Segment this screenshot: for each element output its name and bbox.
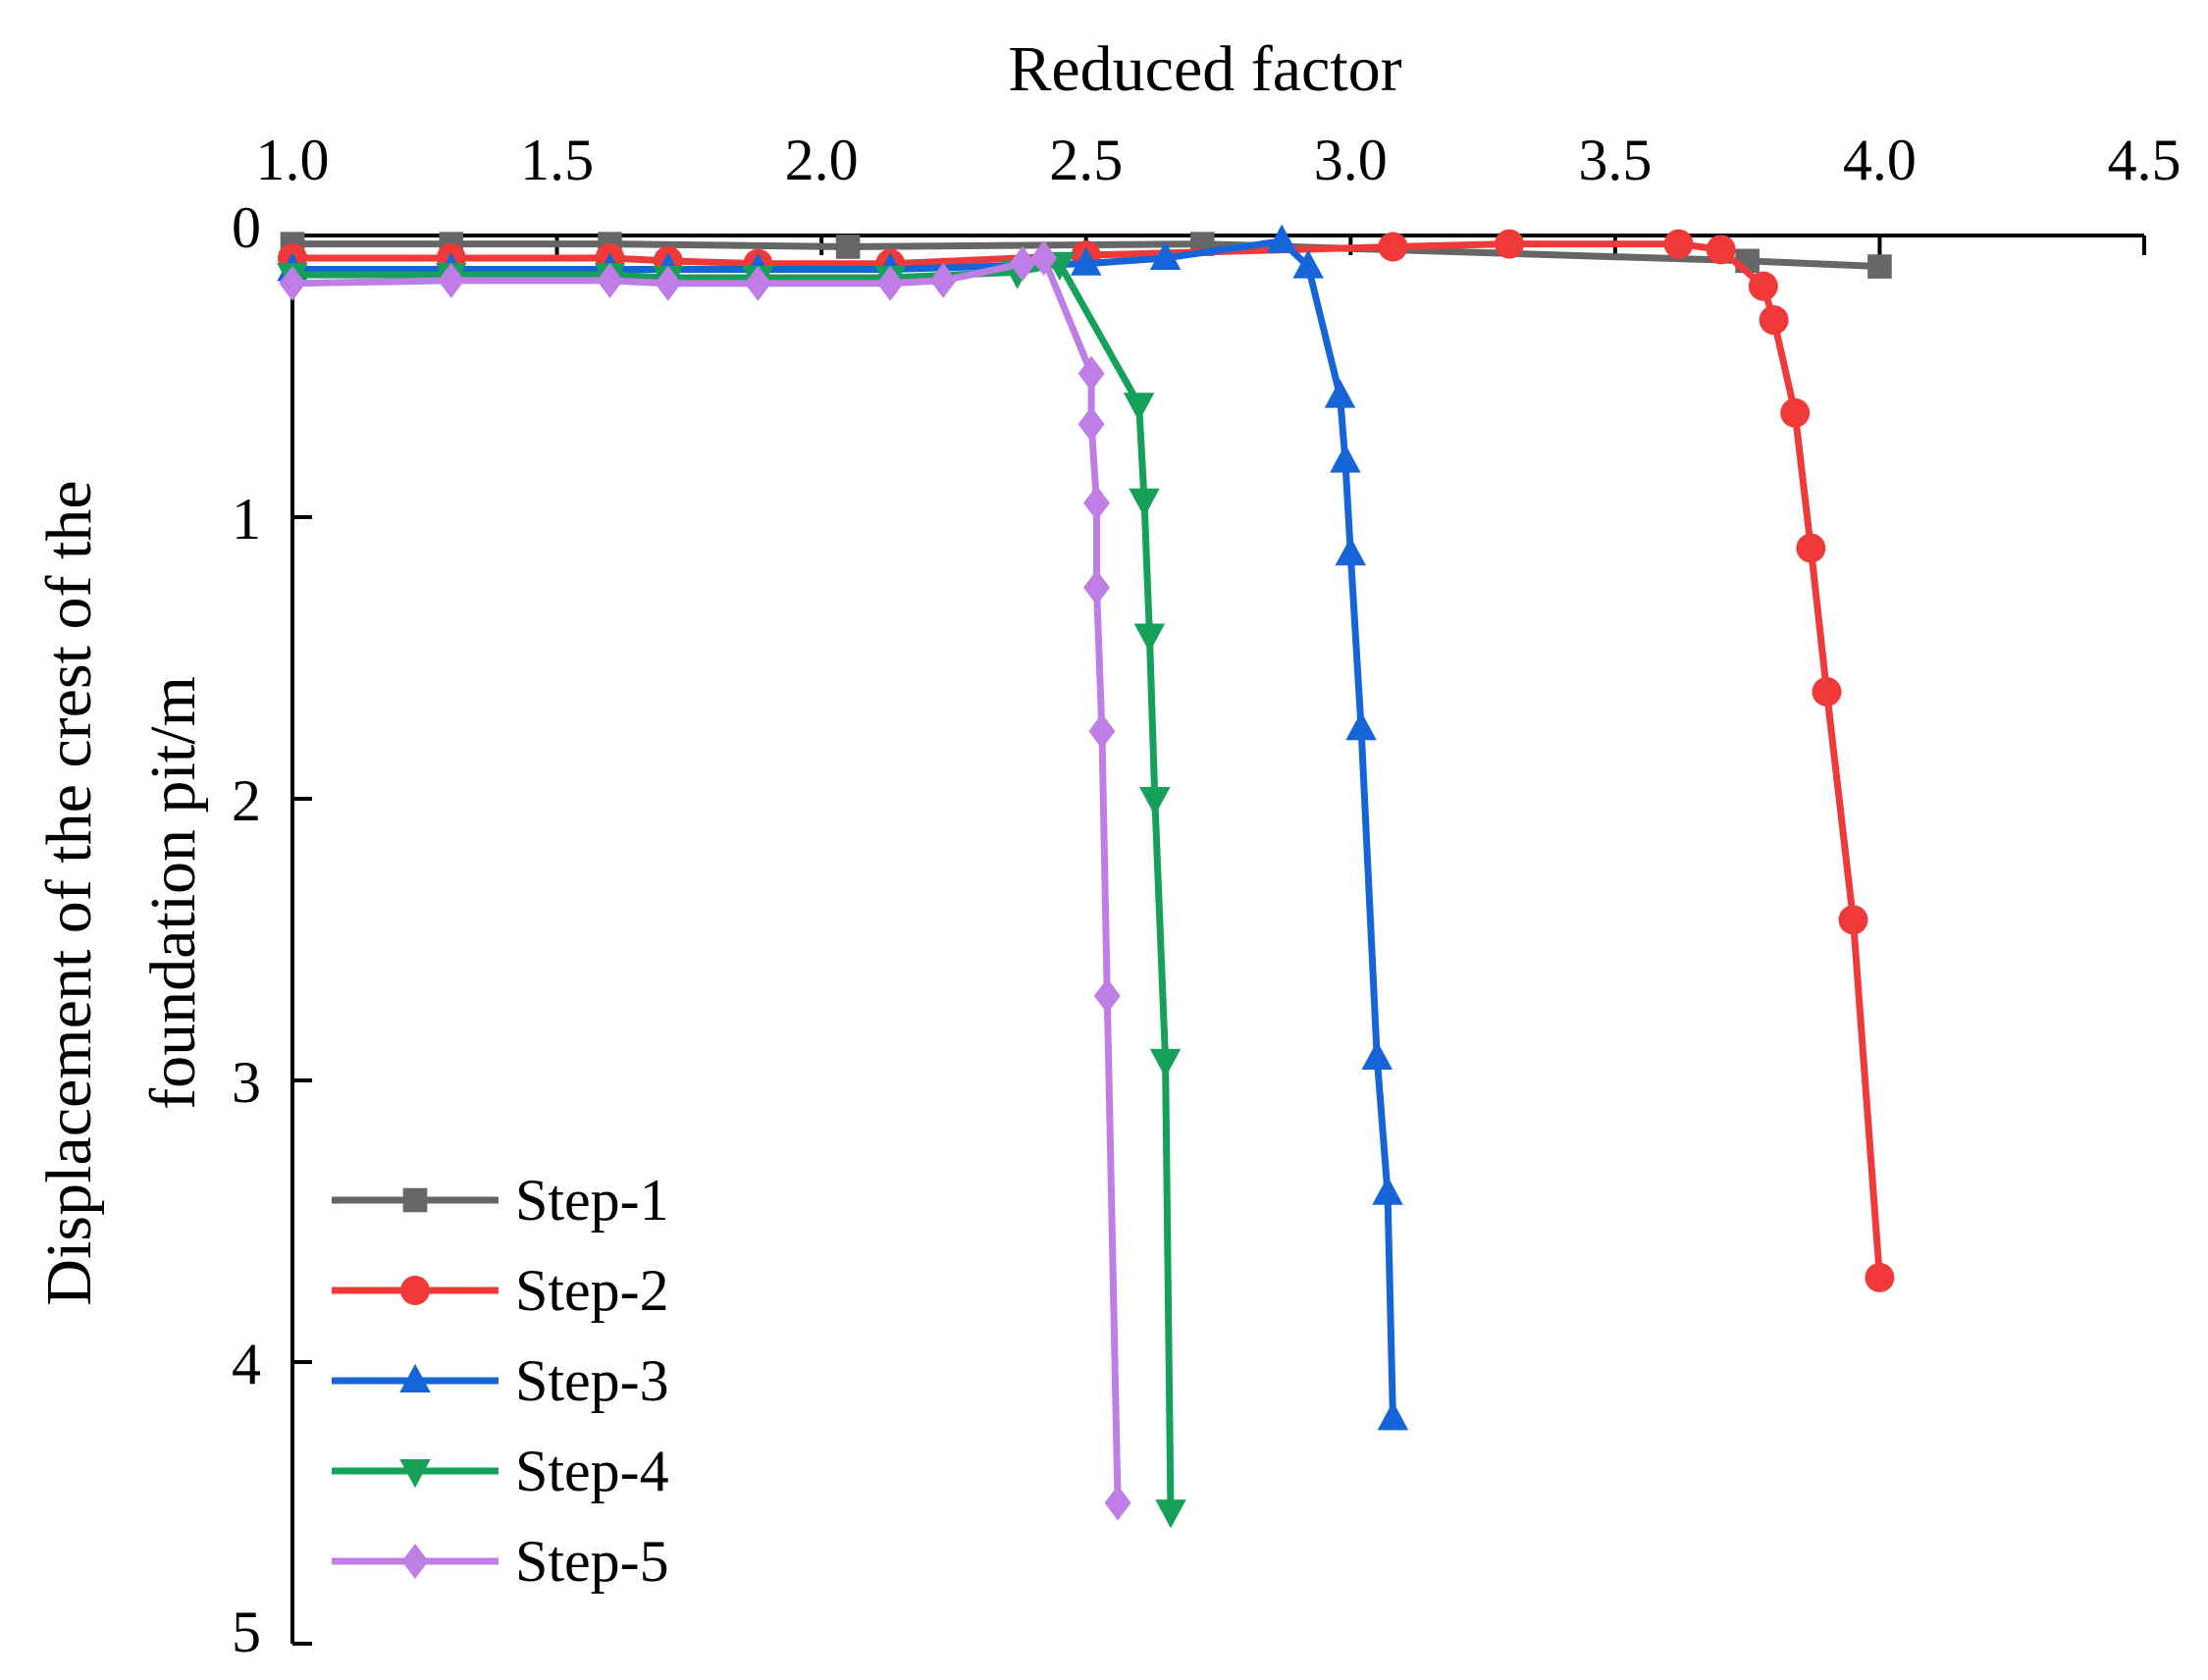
data-point <box>1748 271 1778 301</box>
data-point <box>835 235 861 259</box>
data-point <box>1780 397 1811 428</box>
data-point <box>929 262 957 298</box>
data-point <box>1324 379 1356 408</box>
axis-labels: 1.0 1.5 2.0 2.5 3.0 3.5 4.0 4.5 0 1 2 3 4 5 Reduced fa… <box>33 33 2182 1664</box>
y-tick-label: 1 <box>232 487 261 551</box>
data-point <box>1378 232 1408 262</box>
legend-label: Step-3 <box>515 1348 669 1413</box>
x-tick-label: 4.0 <box>1843 128 1917 192</box>
legend-marker <box>402 1187 428 1213</box>
data-point <box>1129 488 1160 518</box>
data-point <box>1377 1401 1409 1431</box>
data-point <box>438 262 465 298</box>
y-tick-label: 0 <box>232 195 261 260</box>
data-point <box>1838 905 1868 935</box>
data-point <box>1812 676 1842 707</box>
series-line <box>289 254 1122 1506</box>
data-point <box>1867 254 1892 279</box>
legend-item-step-3: Step-3 <box>332 1348 669 1413</box>
legend: Step-1 Step-2 Step-3 Step-4 Step-5 <box>332 1168 669 1594</box>
series-layer <box>277 224 1895 1529</box>
legend-marker <box>401 1544 429 1579</box>
x-tick-label: 3.5 <box>1578 128 1652 192</box>
y-tick-label: 2 <box>232 768 261 833</box>
data-point <box>1082 569 1110 605</box>
legend-item-step-1: Step-1 <box>332 1168 669 1233</box>
data-point <box>1139 787 1171 816</box>
y-axis-title-line-2: foundation pit/m <box>137 676 209 1110</box>
axes <box>290 234 2146 1646</box>
data-point <box>596 262 623 298</box>
series-step-5 <box>279 239 1131 1521</box>
legend-label: Step-1 <box>515 1168 669 1233</box>
data-point <box>1335 537 1367 566</box>
data-point <box>876 265 904 301</box>
data-point <box>744 265 771 301</box>
x-tick-label: 1.0 <box>256 128 330 192</box>
y-tick-label: 4 <box>232 1332 261 1396</box>
x-tick-label: 3.0 <box>1314 128 1388 192</box>
data-point <box>1149 1048 1182 1078</box>
legend-item-step-5: Step-5 <box>332 1529 669 1594</box>
x-axis-title: Reduced factor <box>1008 33 1401 105</box>
legend-label: Step-4 <box>515 1439 669 1503</box>
data-point <box>1345 711 1377 741</box>
series-step-3 <box>277 224 1409 1431</box>
y-axis-title: Displacement of the crest of the foundati… <box>33 480 209 1305</box>
data-point <box>1495 229 1525 259</box>
data-point <box>279 265 306 301</box>
x-tick-label: 2.0 <box>785 128 859 192</box>
data-point <box>1266 224 1297 253</box>
legend-marker <box>399 1363 431 1392</box>
series-line <box>289 240 1883 1282</box>
data-point <box>1093 977 1121 1014</box>
series-step-2 <box>278 229 1895 1292</box>
data-point <box>1292 249 1324 279</box>
data-point <box>1865 1262 1895 1292</box>
y-tick-label: 3 <box>232 1050 261 1115</box>
data-point <box>1082 485 1110 521</box>
series-step-4 <box>277 251 1186 1529</box>
y-axis-title-line-1: Displacement of the crest of the <box>33 480 105 1305</box>
data-point <box>1088 713 1116 750</box>
data-point <box>1078 406 1105 443</box>
series-line <box>289 260 1175 1515</box>
data-point <box>1759 305 1789 336</box>
series-line <box>289 237 1396 1422</box>
data-point <box>1123 393 1155 422</box>
data-point <box>1030 239 1058 276</box>
legend-marker <box>399 1459 431 1489</box>
x-tick-label: 1.5 <box>520 128 594 192</box>
legend-label: Step-2 <box>515 1258 669 1323</box>
data-point <box>1706 235 1736 265</box>
legend-marker <box>400 1276 430 1305</box>
data-point <box>1104 1485 1131 1521</box>
data-point <box>1796 533 1826 563</box>
data-point <box>1009 245 1036 282</box>
data-point <box>1149 240 1182 270</box>
legend-label: Step-5 <box>515 1529 669 1594</box>
x-tick-label: 4.5 <box>2108 128 2182 192</box>
data-point <box>1133 623 1166 653</box>
y-tick-label: 5 <box>232 1600 261 1664</box>
legend-item-step-4: Step-4 <box>332 1439 669 1503</box>
data-point <box>1372 1176 1403 1205</box>
data-point <box>1155 1499 1186 1529</box>
data-point <box>1070 246 1102 276</box>
legend-item-step-2: Step-2 <box>332 1258 669 1323</box>
data-point <box>1330 444 1361 473</box>
data-point <box>1078 355 1105 392</box>
data-point <box>1361 1040 1393 1071</box>
data-point <box>655 265 682 301</box>
x-tick-label: 2.5 <box>1049 128 1123 192</box>
data-point <box>1663 229 1694 259</box>
